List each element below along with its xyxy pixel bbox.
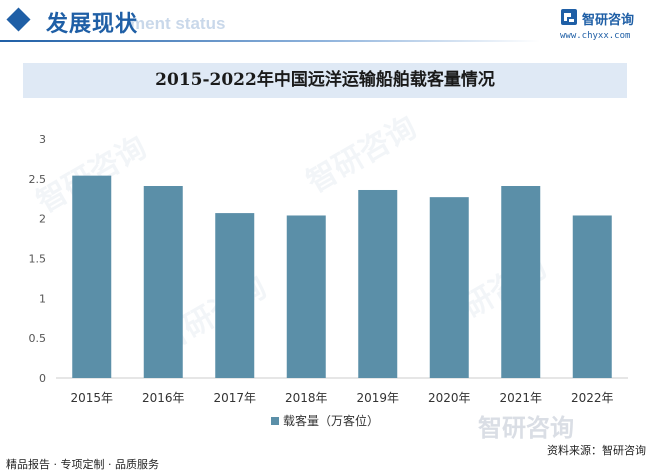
brand-logo-icon bbox=[561, 9, 577, 25]
x-tick-label: 2018年 bbox=[285, 391, 328, 405]
watermark-bottom: 智研咨询 bbox=[478, 414, 574, 442]
section-header: ment status 发展现状 智研咨询 www.chyxx.com bbox=[0, 0, 654, 50]
section-title: 发展现状 bbox=[46, 12, 139, 37]
header-divider bbox=[0, 40, 540, 42]
x-tick-label: 2015年 bbox=[70, 391, 113, 405]
y-tick-label: 2.5 bbox=[29, 173, 47, 186]
x-tick-label: 2021年 bbox=[499, 391, 542, 405]
y-tick-label: 1.5 bbox=[29, 253, 47, 266]
x-tick-label: 2020年 bbox=[428, 391, 471, 405]
data-source: 资料来源：智研咨询 bbox=[547, 444, 646, 457]
y-tick-label: 2 bbox=[39, 213, 46, 226]
chart-title-bar: 2015-2022年中国远洋运输船舶载客量情况 bbox=[23, 63, 627, 98]
chart-title: 2015-2022年中国远洋运输船舶载客量情况 bbox=[155, 70, 495, 90]
x-tick-label: 2019年 bbox=[356, 391, 399, 405]
footer: 精品报告 · 专项定制 · 品质服务 资料来源：智研咨询 bbox=[0, 444, 654, 473]
bar bbox=[429, 197, 469, 378]
bar bbox=[358, 189, 398, 378]
bar bbox=[286, 215, 326, 378]
legend-label: 载客量（万客位） bbox=[283, 413, 379, 428]
legend-swatch bbox=[271, 417, 279, 425]
x-tick-label: 2022年 bbox=[571, 391, 614, 405]
footer-tagline: 精品报告 · 专项定制 · 品质服务 bbox=[6, 458, 159, 471]
y-tick-label: 3 bbox=[39, 133, 46, 146]
bar bbox=[501, 186, 541, 378]
y-tick-label: 0 bbox=[39, 372, 46, 385]
bar bbox=[215, 213, 255, 378]
y-tick-label: 1 bbox=[39, 292, 46, 305]
section-subtitle: ment status bbox=[130, 14, 226, 33]
x-tick-label: 2016年 bbox=[142, 391, 185, 405]
x-tick-label: 2017年 bbox=[213, 391, 256, 405]
brand-name: 智研咨询 bbox=[582, 13, 635, 28]
bar bbox=[72, 175, 112, 378]
bar bbox=[143, 186, 183, 378]
brand-url: www.chyxx.com bbox=[560, 31, 631, 41]
y-tick-label: 0.5 bbox=[29, 332, 47, 345]
bar bbox=[572, 215, 612, 378]
